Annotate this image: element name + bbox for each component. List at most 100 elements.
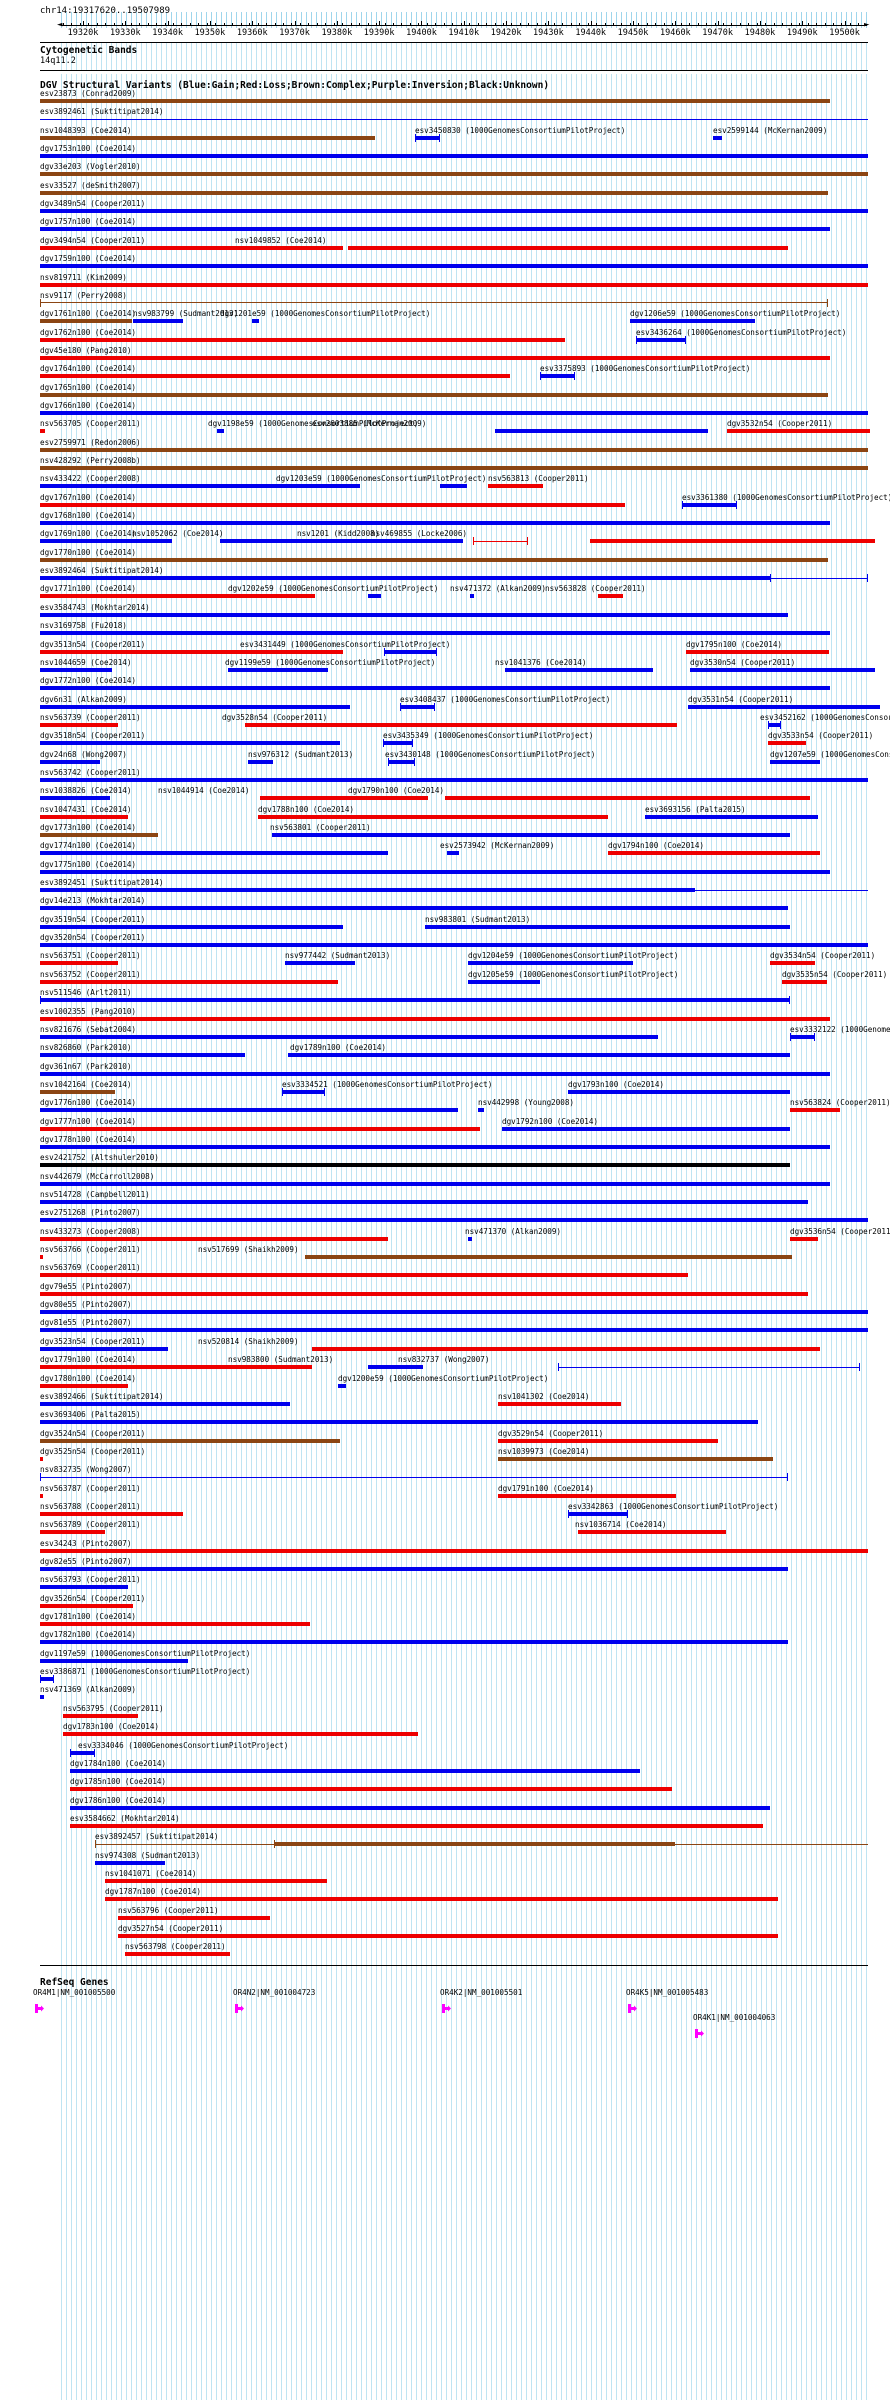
- variant-glyph[interactable]: [245, 722, 677, 727]
- variant-glyph[interactable]: [440, 484, 467, 489]
- variant-label[interactable]: esv3334521 (1000GenomesConsortiumPilotPr…: [282, 1079, 493, 1089]
- variant-label[interactable]: dgv1781n100 (Coe2014): [40, 1612, 137, 1622]
- variant-label[interactable]: esv3584662 (Mokhtar2014): [70, 1813, 180, 1823]
- variant-label[interactable]: nsv563705 (Cooper2011): [40, 419, 141, 429]
- variant-glyph[interactable]: [770, 961, 815, 966]
- variant-glyph[interactable]: [40, 1144, 830, 1149]
- variant-label[interactable]: nsv1048393 (Coe2014): [40, 125, 132, 135]
- variant-label[interactable]: esv33527 (deSmith2007): [40, 180, 141, 190]
- variant-glyph[interactable]: [40, 979, 338, 984]
- variant-glyph[interactable]: [95, 1843, 275, 1845]
- variant-label[interactable]: esv3435349 (1000GenomesConsortiumPilotPr…: [383, 731, 594, 741]
- variant-glyph[interactable]: [312, 1346, 820, 1351]
- variant-glyph[interactable]: [40, 466, 868, 470]
- variant-glyph[interactable]: [40, 1310, 868, 1315]
- variant-glyph[interactable]: [383, 741, 413, 746]
- variant-label[interactable]: dgv79e55 (Pinto2007): [40, 1281, 132, 1291]
- variant-glyph[interactable]: [285, 961, 355, 966]
- variant-label[interactable]: nsv1201 (Kidd2008): [297, 529, 380, 539]
- variant-label[interactable]: dgv3525n54 (Cooper2011): [40, 1446, 146, 1456]
- variant-label[interactable]: dgv1769n100 (Coe2014): [40, 529, 137, 539]
- variant-label[interactable]: nsv1039973 (Coe2014): [498, 1446, 590, 1456]
- variant-glyph[interactable]: [118, 1934, 778, 1938]
- variant-glyph[interactable]: [40, 667, 112, 672]
- variant-glyph[interactable]: [40, 557, 828, 562]
- gene-label[interactable]: OR4K5|NM_001005483: [626, 1987, 709, 1997]
- variant-label[interactable]: dgv1783n100 (Coe2014): [63, 1722, 160, 1732]
- variant-label[interactable]: dgv3534n54 (Cooper2011): [770, 951, 876, 961]
- variant-glyph[interactable]: [790, 1108, 840, 1113]
- variant-glyph[interactable]: [40, 906, 788, 911]
- variant-label[interactable]: nsv563789 (Cooper2011): [40, 1520, 141, 1530]
- variant-label[interactable]: esv3452162 (1000GenomesConsortiumPilotPr…: [760, 712, 890, 722]
- variant-glyph[interactable]: [40, 1585, 128, 1590]
- variant-label[interactable]: dgv1767n100 (Coe2014): [40, 492, 137, 502]
- variant-glyph[interactable]: [690, 667, 875, 672]
- variant-label[interactable]: dgv3530n54 (Cooper2011): [690, 657, 796, 667]
- variant-label[interactable]: esv3430148 (1000GenomesConsortiumPilotPr…: [385, 749, 596, 759]
- variant-label[interactable]: esv3892451 (Suktitipat2014): [40, 878, 164, 888]
- variant-label[interactable]: dgv1785n100 (Coe2014): [70, 1777, 167, 1787]
- variant-label[interactable]: dgv3532n54 (Cooper2011): [727, 419, 833, 429]
- variant-glyph[interactable]: [40, 392, 828, 397]
- variant-glyph[interactable]: [40, 814, 128, 819]
- variant-label[interactable]: nsv563751 (Cooper2011): [40, 951, 141, 961]
- variant-label[interactable]: esv34243 (Pinto2007): [40, 1538, 132, 1548]
- variant-glyph[interactable]: [40, 1603, 133, 1608]
- variant-glyph[interactable]: [636, 337, 686, 342]
- variant-glyph[interactable]: [40, 118, 868, 120]
- variant-glyph[interactable]: [368, 1365, 423, 1370]
- variant-glyph[interactable]: [40, 154, 868, 159]
- variant-label[interactable]: nsv433273 (Cooper2008): [40, 1226, 141, 1236]
- variant-label[interactable]: nsv563828 (Cooper2011): [545, 584, 646, 594]
- variant-label[interactable]: esv3431449 (1000GenomesConsortiumPilotPr…: [240, 639, 451, 649]
- variant-label[interactable]: esv3892457 (Suktitipat2014): [95, 1832, 219, 1842]
- variant-label[interactable]: nsv563793 (Cooper2011): [40, 1575, 141, 1585]
- variant-label[interactable]: dgv3533n54 (Cooper2011): [768, 731, 874, 741]
- variant-glyph[interactable]: [40, 319, 132, 324]
- variant-glyph[interactable]: [40, 135, 375, 140]
- variant-label[interactable]: nsv563813 (Cooper2011): [488, 474, 589, 484]
- gene-arrow-icon[interactable]: [235, 1998, 244, 2013]
- variant-glyph[interactable]: [40, 1456, 43, 1461]
- variant-glyph[interactable]: [40, 337, 565, 342]
- variant-label[interactable]: dgv3523n54 (Cooper2011): [40, 1336, 146, 1346]
- variant-label[interactable]: nsv563787 (Cooper2011): [40, 1483, 141, 1493]
- variant-label[interactable]: dgv1795n100 (Coe2014): [686, 639, 783, 649]
- variant-glyph[interactable]: [40, 686, 830, 691]
- variant-glyph[interactable]: [40, 355, 830, 360]
- variant-glyph[interactable]: [40, 521, 830, 526]
- variant-label[interactable]: nsv826860 (Park2010): [40, 1043, 132, 1053]
- variant-glyph[interactable]: [40, 429, 45, 434]
- variant-glyph[interactable]: [498, 1493, 676, 1498]
- variant-label[interactable]: dgv1784n100 (Coe2014): [70, 1758, 167, 1768]
- variant-label[interactable]: dgv1793n100 (Coe2014): [568, 1079, 665, 1089]
- variant-glyph[interactable]: [118, 1915, 270, 1920]
- variant-label[interactable]: nsv977442 (Sudmant2013): [285, 951, 391, 961]
- variant-glyph[interactable]: [40, 998, 790, 1003]
- variant-label[interactable]: dgv3513n54 (Cooper2011): [40, 639, 146, 649]
- variant-label[interactable]: dgv361n67 (Park2010): [40, 1061, 132, 1071]
- variant-glyph[interactable]: [498, 1456, 773, 1461]
- variant-glyph[interactable]: [495, 429, 708, 434]
- variant-glyph[interactable]: [40, 1089, 115, 1094]
- variant-glyph[interactable]: [338, 1383, 346, 1388]
- variant-label[interactable]: nsv563739 (Cooper2011): [40, 712, 141, 722]
- variant-glyph[interactable]: [40, 172, 868, 177]
- variant-glyph[interactable]: [228, 667, 328, 672]
- variant-label[interactable]: dgv1207e59 (1000GenomesConsortiumPilotPr…: [770, 749, 890, 759]
- variant-glyph[interactable]: [258, 814, 608, 819]
- variant-label[interactable]: esv2759971 (Redon2006): [40, 437, 141, 447]
- variant-label[interactable]: esv3892466 (Suktitipat2014): [40, 1391, 164, 1401]
- variant-label[interactable]: dgv1759n100 (Coe2014): [40, 254, 137, 264]
- variant-glyph[interactable]: [40, 961, 118, 966]
- variant-label[interactable]: dgv1764n100 (Coe2014): [40, 364, 137, 374]
- variant-label[interactable]: nsv520814 (Shaikh2009): [198, 1336, 299, 1346]
- variant-glyph[interactable]: [445, 796, 810, 801]
- variant-glyph[interactable]: [40, 1163, 790, 1168]
- gene-label[interactable]: OR4K2|NM_001005501: [440, 1987, 523, 1997]
- variant-glyph[interactable]: [686, 649, 829, 654]
- variant-label[interactable]: esv3408437 (1000GenomesConsortiumPilotPr…: [400, 694, 611, 704]
- variant-label[interactable]: dgv1200e59 (1000GenomesConsortiumPilotPr…: [338, 1373, 549, 1383]
- gene-label[interactable]: OR4K1|NM_001004063: [693, 2012, 776, 2022]
